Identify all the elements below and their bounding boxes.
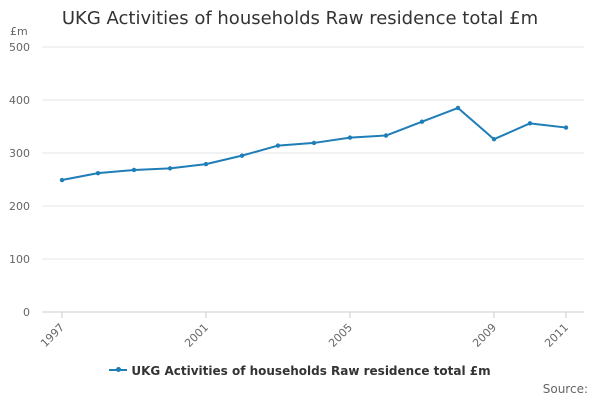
data-point[interactable] <box>239 153 245 158</box>
y-axis-unit-label: £m <box>10 25 28 38</box>
grid-lines <box>42 46 584 313</box>
data-point[interactable] <box>95 170 101 176</box>
data-point[interactable] <box>167 166 173 171</box>
x-tick-label: 2001 <box>182 321 211 350</box>
y-tick-label: 400 <box>9 94 30 107</box>
x-tick-label: 2009 <box>470 321 499 350</box>
data-point[interactable] <box>59 177 65 183</box>
data-point[interactable] <box>347 135 353 140</box>
legend-swatch <box>109 367 128 372</box>
data-point[interactable] <box>455 105 461 111</box>
data-point[interactable] <box>383 133 389 138</box>
data-point[interactable] <box>131 167 137 173</box>
data-point[interactable] <box>491 137 497 142</box>
series-layer <box>59 105 569 183</box>
y-tick-label: 500 <box>9 41 30 54</box>
data-point[interactable] <box>563 125 569 130</box>
legend-swatch-dot <box>116 367 122 372</box>
legend[interactable]: UKG Activities of households Raw residen… <box>0 364 600 378</box>
axes: 0 100 200 300 400 500 £m 1997 2001 2005 2009 2011 <box>9 25 571 350</box>
chart-title: UKG Activities of households Raw residen… <box>61 8 539 29</box>
data-point[interactable] <box>419 119 425 124</box>
y-tick-label: 200 <box>9 200 30 213</box>
x-tick-label: 2011 <box>542 321 571 350</box>
data-point[interactable] <box>203 161 209 167</box>
data-point[interactable] <box>311 140 317 146</box>
source-label: Source: <box>542 382 588 396</box>
data-point[interactable] <box>527 121 533 126</box>
y-tick-label: 0 <box>23 306 30 319</box>
data-point[interactable] <box>275 143 281 148</box>
x-tick-label: 1997 <box>38 321 67 350</box>
legend-label: UKG Activities of households Raw residen… <box>131 364 491 378</box>
x-tick-label: 2005 <box>326 321 355 350</box>
y-tick-label: 300 <box>9 147 30 160</box>
y-tick-label: 100 <box>9 253 30 266</box>
